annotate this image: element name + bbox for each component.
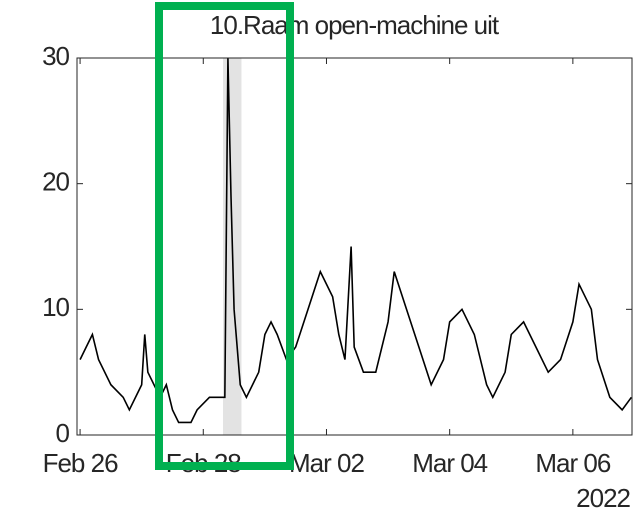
x-tick-label: Feb 26 — [43, 448, 118, 478]
highlight-box — [155, 2, 294, 470]
y-tick-label: 20 — [42, 167, 69, 197]
axes-box — [76, 57, 633, 436]
y-tick-label: 0 — [56, 418, 70, 448]
x-tick-label: Mar 02 — [289, 448, 364, 478]
chart-title: 10.Raam open-machine uit — [210, 10, 500, 40]
y-tick-label: 30 — [42, 41, 69, 71]
y-tick-label: 10 — [42, 292, 69, 322]
x-tick-label: Mar 06 — [535, 448, 610, 478]
x-tick-label: Mar 04 — [412, 448, 487, 478]
x-year-label: 2022 — [576, 483, 630, 513]
